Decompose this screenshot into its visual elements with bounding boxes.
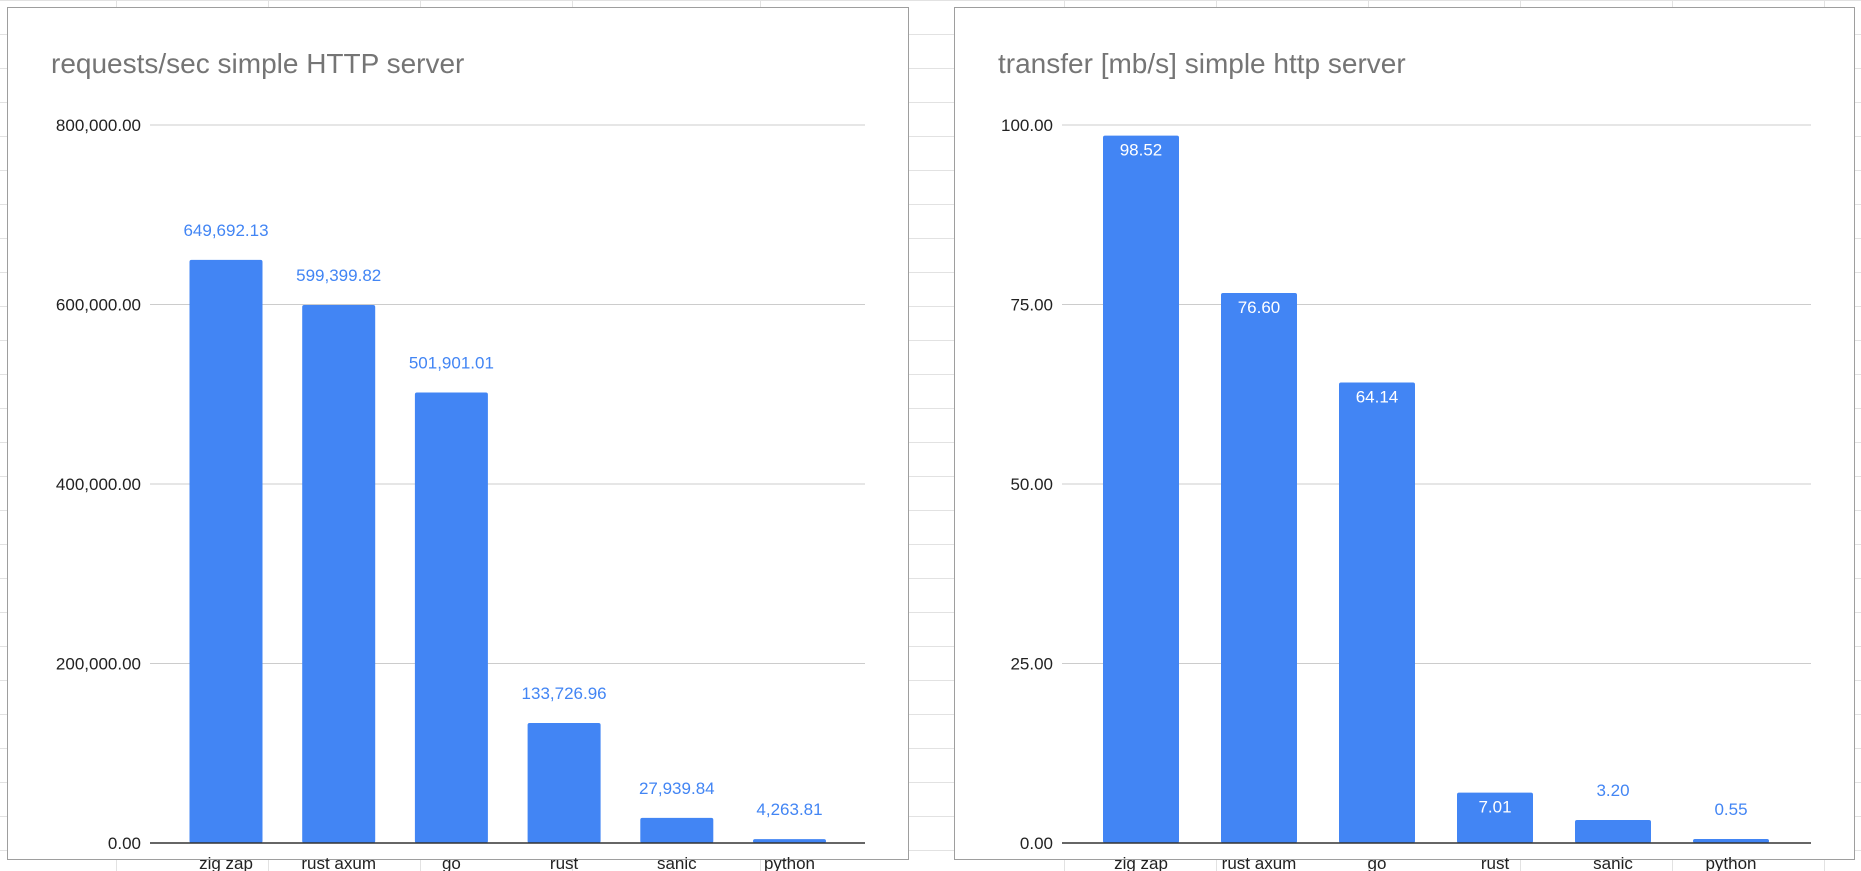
requests-per-sec-chart[interactable]: requests/sec simple HTTP server 0.00 200,… <box>7 7 909 871</box>
bar-sanic <box>640 817 714 843</box>
y-tick-label: 200,000.00 <box>56 655 141 674</box>
bar-python <box>753 839 826 843</box>
data-label: 76.60 <box>1238 298 1281 317</box>
data-label: 501,901.01 <box>409 354 494 373</box>
y-tick-label: 800,000.00 <box>56 116 141 135</box>
y-tick-label: 50.00 <box>1010 475 1053 494</box>
bar-python <box>1693 839 1769 843</box>
transfer-chart[interactable]: transfer [mb/s] simple http server 0.00 2… <box>954 7 1855 871</box>
x-category-label: rust axum <box>1222 854 1297 871</box>
x-category-label: python <box>1705 854 1756 871</box>
x-category-label: sanic <box>657 854 697 871</box>
x-category-label: go <box>1368 854 1387 871</box>
chart-title: transfer [mb/s] simple http server <box>998 48 1406 79</box>
x-category-label: sanic <box>1593 854 1633 871</box>
data-label: 98.52 <box>1120 141 1163 160</box>
y-tick-label: 0.00 <box>108 834 141 853</box>
x-category-label: zig zap <box>199 854 253 871</box>
x-category-label: go <box>442 854 461 871</box>
data-label: 64.14 <box>1356 387 1399 406</box>
data-label: 27,939.84 <box>639 779 715 798</box>
bar-rust-axum <box>1221 293 1297 844</box>
y-tick-label: 25.00 <box>1010 655 1053 674</box>
data-label: 7.01 <box>1478 798 1511 817</box>
x-category-label: rust <box>1481 854 1510 871</box>
x-category-label: rust axum <box>301 854 376 871</box>
data-label: 649,692.13 <box>183 221 268 240</box>
y-tick-label: 75.00 <box>1010 296 1053 315</box>
bar-go <box>1339 382 1415 843</box>
bar-sanic <box>1575 820 1651 843</box>
x-category-label: rust <box>550 854 579 871</box>
data-label: 0.55 <box>1714 800 1747 819</box>
x-category-label: zig zap <box>1114 854 1168 871</box>
bar-zig-zap <box>189 259 263 843</box>
data-label: 133,726.96 <box>522 684 607 703</box>
y-tick-label: 600,000.00 <box>56 296 141 315</box>
bar-rust-axum <box>302 305 376 843</box>
y-tick-label: 100.00 <box>1001 116 1053 135</box>
data-label: 599,399.82 <box>296 266 381 285</box>
bar-go <box>414 392 488 843</box>
bar-zig-zap <box>1103 135 1179 843</box>
data-label: 3.20 <box>1596 781 1629 800</box>
bar-rust <box>527 722 601 843</box>
bar-rust <box>1457 792 1533 843</box>
x-category-label: python <box>764 854 815 871</box>
y-tick-label: 400,000.00 <box>56 475 141 494</box>
y-tick-label: 0.00 <box>1020 834 1053 853</box>
chart-title: requests/sec simple HTTP server <box>51 48 464 79</box>
data-label: 4,263.81 <box>756 800 822 819</box>
